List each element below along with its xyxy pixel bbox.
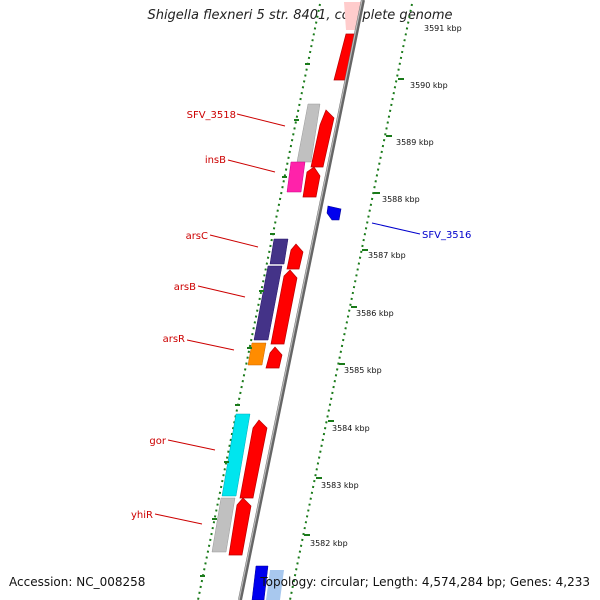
- map-mark: [167, 439, 216, 451]
- map-mark: [209, 234, 259, 248]
- gene-label-gor: gor: [149, 436, 166, 447]
- kbp-ticks: [200, 63, 404, 577]
- map-mark: [154, 513, 203, 525]
- map-mark: [371, 222, 421, 235]
- gene-block-lightblue: [266, 570, 284, 600]
- gene-label-sfv-3516: SFV_3516: [422, 230, 471, 241]
- kbp-label: 3590 kbp: [410, 81, 448, 90]
- topology-text: Topology: circular; Length: 4,574,284 bp…: [260, 575, 590, 589]
- kbp-label: 3589 kbp: [396, 138, 434, 147]
- kbp-label: 3591 kbp: [424, 24, 462, 33]
- gene-block-blue: [251, 565, 269, 600]
- gene-block: [221, 413, 251, 497]
- genome-backbone: [238, 0, 365, 600]
- gene-block: [211, 497, 236, 553]
- gene-label-arsr: arsR: [163, 334, 185, 345]
- accession-text: Accession: NC_008258: [9, 575, 146, 589]
- forward-gene-arrow: [310, 109, 335, 168]
- forward-gene-arrow: [239, 419, 268, 499]
- forward-gene-arrow: [270, 269, 298, 345]
- map-mark: [227, 159, 276, 173]
- kbp-label: 3584 kbp: [332, 424, 370, 433]
- gene-label-sfv-3518: SFV_3518: [187, 110, 236, 121]
- gene-label-insb: insB: [205, 155, 226, 166]
- sfv-3516-feature: [326, 205, 342, 221]
- gene-block: [269, 238, 289, 265]
- gene-label-arsc: arsC: [186, 231, 208, 242]
- gene-label-arsb: arsB: [174, 282, 196, 293]
- forward-gene-arrow: [286, 243, 304, 270]
- kbp-label: 3588 kbp: [382, 195, 420, 204]
- gene-block: [296, 103, 321, 163]
- map-mark: [236, 113, 286, 127]
- gene-block: [286, 161, 306, 193]
- map-mark: [186, 339, 235, 351]
- kbp-label: 3583 kbp: [321, 481, 359, 490]
- kbp-label: 3585 kbp: [344, 366, 382, 375]
- kbp-label: 3587 kbp: [368, 251, 406, 260]
- gene-block: [253, 265, 283, 341]
- reverse-strand-features: [211, 103, 321, 600]
- forward-gene-arrow: [265, 346, 283, 369]
- forward-strand-features: [228, 2, 362, 556]
- forward-gene-arrow: [302, 166, 321, 198]
- kbp-label: 3586 kbp: [356, 309, 394, 318]
- forward-gene-arrow: [228, 497, 252, 556]
- genome-backbone-highlight: [238, 0, 363, 600]
- kbp-label: 3582 kbp: [310, 539, 348, 548]
- gene-block: [247, 342, 267, 366]
- map-mark: [197, 285, 246, 298]
- label-leaders: [154, 113, 421, 525]
- outer-dotted-guide: [289, 3, 413, 600]
- map-title: Shigella flexneri 5 str. 8401, complete …: [147, 8, 453, 23]
- gene-label-yhir: yhiR: [131, 510, 153, 521]
